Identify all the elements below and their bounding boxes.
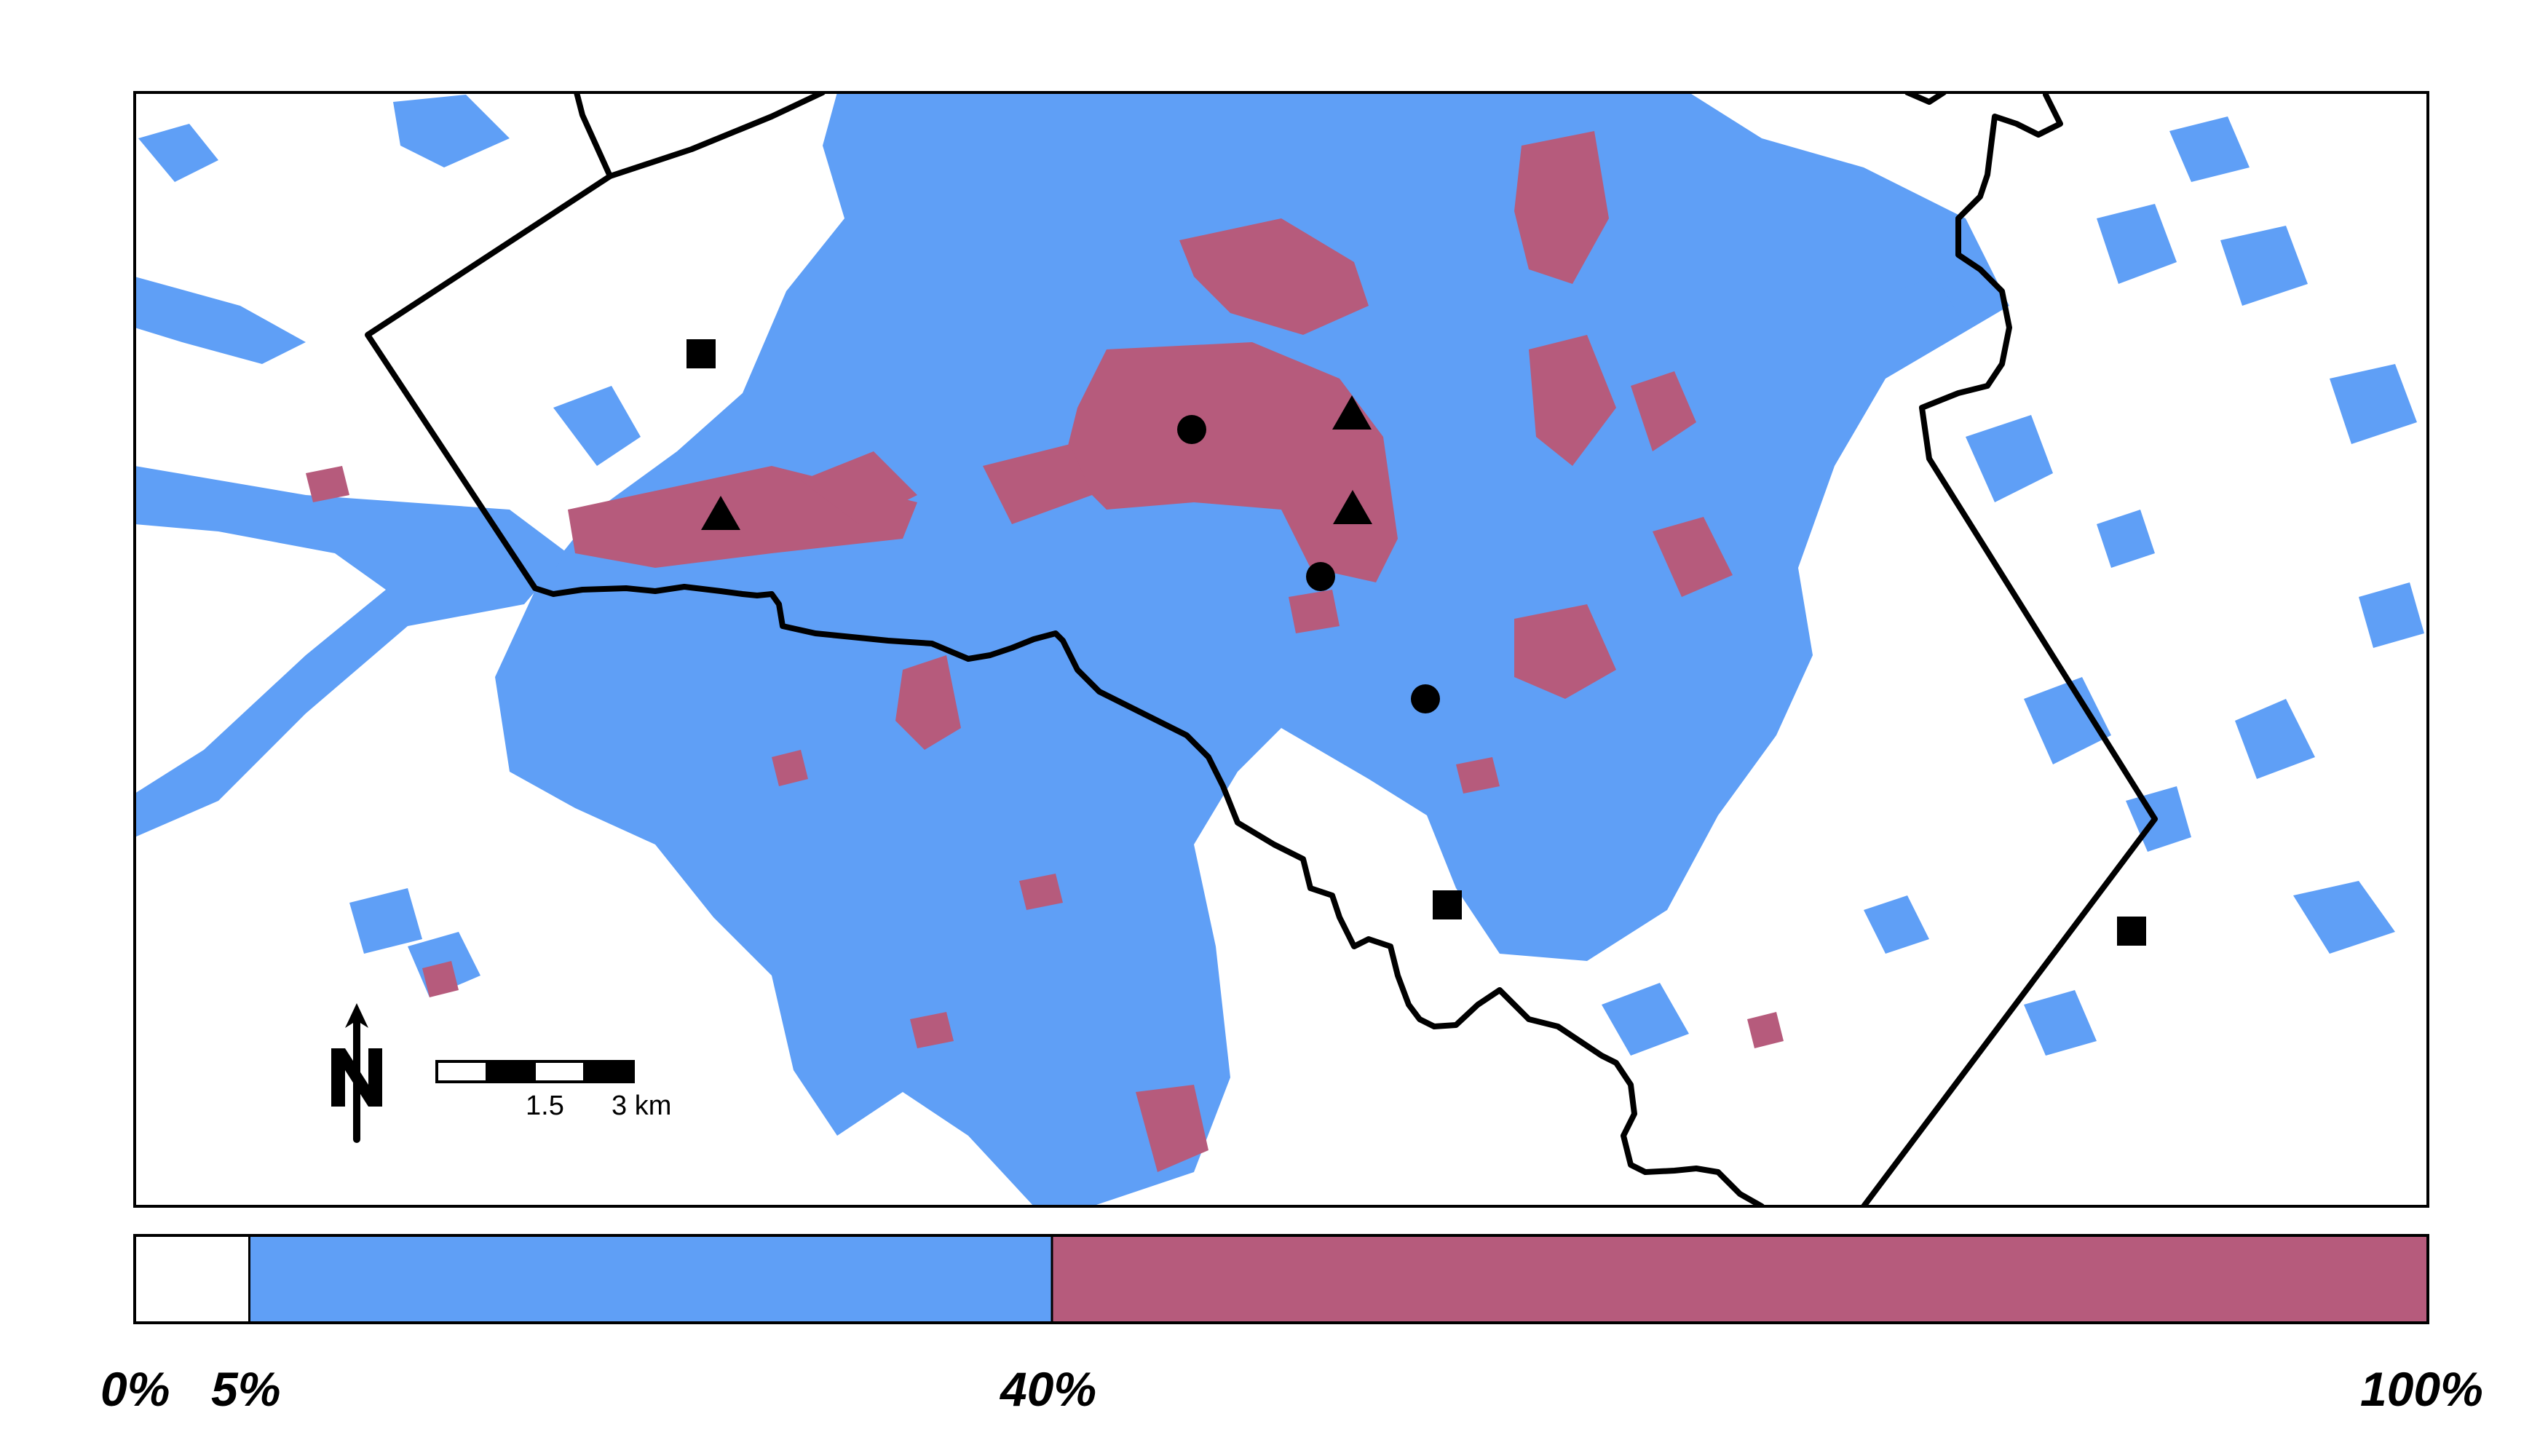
coverage-high bbox=[306, 131, 1784, 1172]
coverage-medium bbox=[135, 92, 2424, 1206]
boundary-north-west bbox=[607, 92, 826, 179]
marker-layer bbox=[687, 339, 2146, 946]
north-arrow-icon bbox=[331, 1003, 382, 1143]
scale-label-end: 3 km bbox=[612, 1091, 672, 1121]
map-layers bbox=[135, 92, 2424, 1206]
legend-tick-label: 5% bbox=[211, 1362, 281, 1416]
map-frame bbox=[133, 91, 2429, 1208]
legend-tick-label: 0% bbox=[100, 1362, 170, 1416]
legend-bar bbox=[133, 1234, 2429, 1324]
legend-tick-label: 100% bbox=[2360, 1362, 2483, 1416]
triangle-marker bbox=[1333, 490, 1372, 524]
legend-bin bbox=[249, 1235, 1052, 1323]
triangle-marker bbox=[701, 496, 740, 530]
circle-marker bbox=[1306, 562, 1335, 591]
square-marker bbox=[2117, 917, 2146, 946]
legend-bin bbox=[1052, 1235, 2428, 1323]
square-marker bbox=[1433, 890, 1462, 919]
boundary-east-region bbox=[1861, 92, 2158, 1206]
square-marker bbox=[687, 339, 716, 368]
scale-bar bbox=[435, 1060, 635, 1083]
circle-marker bbox=[1177, 415, 1206, 444]
boundary-west-region bbox=[365, 92, 1765, 1206]
legend-frame bbox=[133, 1234, 2429, 1324]
triangle-marker bbox=[1332, 395, 1372, 430]
region-boundaries bbox=[365, 92, 2158, 1206]
scale-label-mid: 1.5 bbox=[526, 1091, 564, 1121]
legend-bin bbox=[135, 1235, 250, 1323]
legend-tick-label: 40% bbox=[1000, 1362, 1097, 1416]
circle-marker bbox=[1411, 684, 1440, 713]
boundary-north-notch bbox=[1904, 92, 1947, 105]
